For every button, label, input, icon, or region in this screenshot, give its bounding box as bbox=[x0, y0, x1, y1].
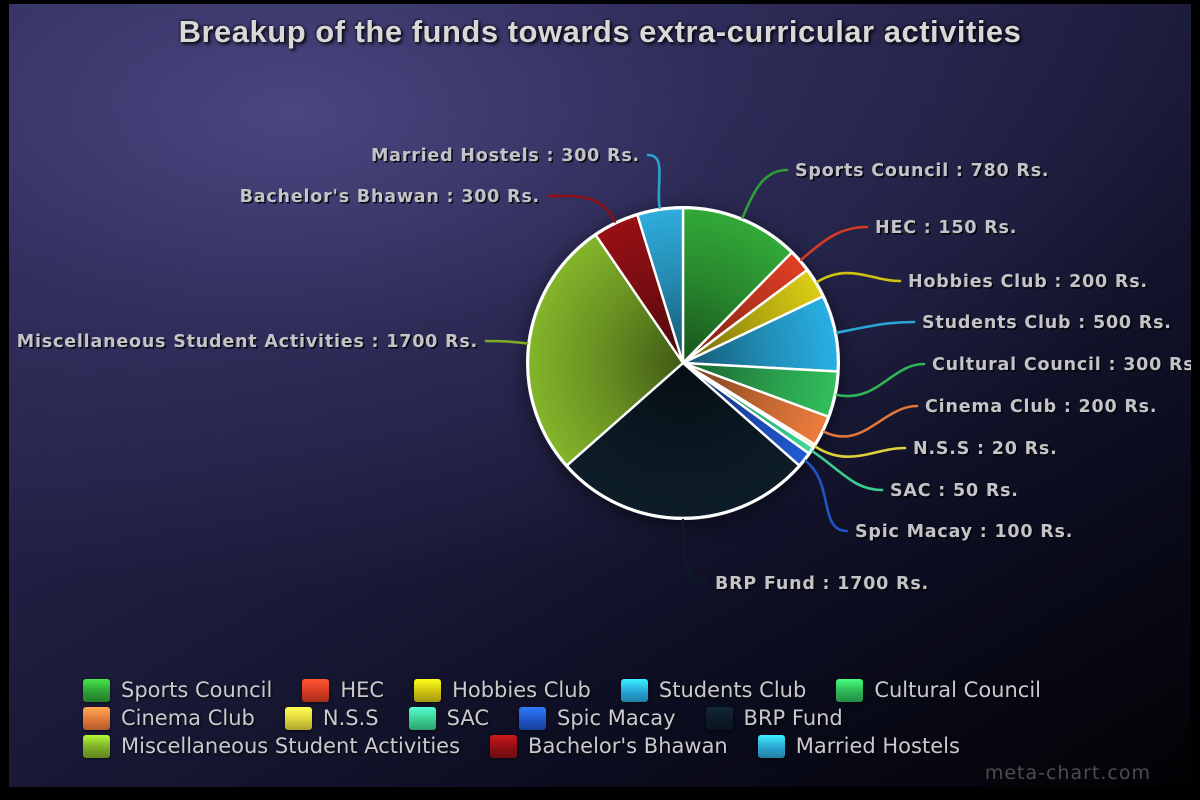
legend-label-students-club: Students Club bbox=[658, 678, 807, 702]
pie-slices-group bbox=[526, 206, 840, 520]
legend-item-hobbies-club: Hobbies Club bbox=[414, 678, 591, 702]
legend-swatch-cinema-club bbox=[83, 706, 110, 730]
watermark: meta-chart.com bbox=[984, 762, 1151, 784]
legend-swatch-hobbies-club bbox=[414, 678, 442, 702]
callout-label-cultural-council: Cultural Council : 300 Rs. bbox=[932, 355, 1191, 375]
legend-row-2: Cinema Club N.S.S SAC Spic Macay BRP Fund bbox=[83, 704, 1151, 732]
legend-label-brp-fund: BRP Fund bbox=[743, 706, 843, 730]
callout-label-hobbies-club: Hobbies Club : 200 Rs. bbox=[908, 272, 1148, 292]
legend-item-sports-council: Sports Council bbox=[83, 678, 272, 702]
callout-label-bachelor-s-bhawan: Bachelor's Bhawan : 300 Rs. bbox=[240, 187, 540, 207]
legend-item-students-club: Students Club bbox=[620, 678, 807, 702]
callout-label-shadow-cultural-council: Cultural Council : 300 Rs. bbox=[934, 357, 1192, 377]
chart-title: Breakup of the funds towards extra-curri… bbox=[178, 14, 1022, 49]
legend-swatch-cultural-council bbox=[836, 678, 864, 702]
callout-label-shadow-miscellaneous-student-activities: Miscellaneous Student Activities : 1700 … bbox=[18, 334, 479, 354]
legend-label-sac: SAC bbox=[446, 706, 489, 730]
legend: Sports Council HEC Hobbies Club Students Cl… bbox=[83, 676, 1151, 760]
leader-line-miscellaneous-student-activities bbox=[484, 339, 529, 345]
callout-label-brp-fund: BRP Fund : 1700 Rs. bbox=[715, 574, 929, 594]
legend-label-cultural-council: Cultural Council bbox=[874, 678, 1042, 702]
leader-line-n-s-s bbox=[814, 445, 907, 458]
leader-line-students-club bbox=[835, 320, 916, 334]
callout-label-spic-macay: Spic Macay : 100 Rs. bbox=[855, 522, 1073, 542]
callout-label-students-club: Students Club : 500 Rs. bbox=[922, 313, 1172, 333]
callout-label-sac: SAC : 50 Rs. bbox=[890, 481, 1019, 501]
legend-label-miscellaneous-student-activities: Miscellaneous Student Activities bbox=[121, 734, 461, 758]
legend-label-n-s-s: N.S.S bbox=[322, 706, 379, 730]
callout-label-shadow-students-club: Students Club : 500 Rs. bbox=[924, 315, 1174, 335]
leader-line-sports-council bbox=[741, 168, 789, 220]
legend-item-spic-macay: Spic Macay bbox=[519, 706, 676, 730]
legend-item-hec: HEC bbox=[302, 678, 384, 702]
legend-swatch-students-club bbox=[620, 678, 648, 702]
legend-swatch-married-hostels bbox=[757, 734, 785, 758]
callout-label-shadow-n-s-s: N.S.S : 20 Rs. bbox=[915, 441, 1060, 461]
leader-lines-group bbox=[484, 153, 926, 585]
leader-line-brp-fund bbox=[681, 518, 709, 585]
legend-item-cultural-council: Cultural Council bbox=[836, 678, 1041, 702]
legend-swatch-miscellaneous-student-activities bbox=[83, 734, 110, 758]
legend-item-miscellaneous-student-activities: Miscellaneous Student Activities bbox=[83, 734, 460, 758]
callout-label-cinema-club: Cinema Club : 200 Rs. bbox=[925, 397, 1157, 417]
legend-swatch-sac bbox=[408, 706, 436, 730]
legend-swatch-sports-council bbox=[83, 678, 110, 702]
legend-row-1: Sports Council HEC Hobbies Club Students Cl… bbox=[83, 676, 1151, 704]
legend-item-brp-fund: BRP Fund bbox=[705, 706, 843, 730]
callout-label-shadow-sports-council: Sports Council : 780 Rs. bbox=[797, 163, 1051, 183]
legend-item-cinema-club: Cinema Club bbox=[83, 706, 255, 730]
pie-chart: Sports Council : 780 Rs.Sports Council :… bbox=[17, 146, 1191, 596]
legend-label-sports-council: Sports Council bbox=[121, 678, 273, 702]
callout-label-shadow-spic-macay: Spic Macay : 100 Rs. bbox=[857, 524, 1075, 544]
callout-label-shadow-hobbies-club: Hobbies Club : 200 Rs. bbox=[910, 274, 1150, 294]
callout-label-miscellaneous-student-activities: Miscellaneous Student Activities : 1700 … bbox=[17, 332, 478, 352]
legend-row-3: Miscellaneous Student Activities Bachelor… bbox=[83, 732, 1151, 760]
legend-swatch-spic-macay bbox=[519, 706, 546, 730]
legend-label-bachelor-s-bhawan: Bachelor's Bhawan bbox=[528, 734, 728, 758]
chart-canvas: Breakup of the funds towards extra-curri… bbox=[9, 4, 1191, 787]
callout-label-shadow-hec: HEC : 150 Rs. bbox=[877, 220, 1019, 240]
legend-swatch-brp-fund bbox=[705, 706, 733, 730]
leader-line-spic-macay bbox=[804, 459, 849, 533]
callout-label-shadow-sac: SAC : 50 Rs. bbox=[892, 483, 1021, 503]
callout-label-shadow-cinema-club: Cinema Club : 200 Rs. bbox=[927, 399, 1159, 419]
callout-label-married-hostels: Married Hostels : 300 Rs. bbox=[371, 146, 640, 166]
leader-line-bachelor-s-bhawan bbox=[546, 194, 617, 223]
legend-swatch-bachelor-s-bhawan bbox=[490, 734, 518, 758]
legend-item-sac: SAC bbox=[408, 706, 489, 730]
callout-label-sports-council: Sports Council : 780 Rs. bbox=[795, 161, 1049, 181]
leader-line-cinema-club bbox=[822, 404, 919, 438]
legend-label-hobbies-club: Hobbies Club bbox=[452, 678, 591, 702]
leader-line-cultural-council bbox=[835, 362, 926, 398]
pie-outline bbox=[526, 206, 840, 520]
leader-line-hobbies-club bbox=[816, 271, 902, 284]
legend-label-cinema-club: Cinema Club bbox=[121, 706, 255, 730]
callout-label-n-s-s: N.S.S : 20 Rs. bbox=[913, 439, 1058, 459]
leader-line-hec bbox=[799, 225, 869, 262]
legend-swatch-n-s-s bbox=[284, 706, 312, 730]
legend-label-spic-macay: Spic Macay bbox=[557, 706, 676, 730]
callout-labels-group: Sports Council : 780 Rs.Sports Council :… bbox=[17, 146, 1191, 596]
legend-label-married-hostels: Married Hostels bbox=[795, 734, 960, 758]
legend-item-n-s-s: N.S.S bbox=[284, 706, 379, 730]
legend-item-bachelor-s-bhawan: Bachelor's Bhawan bbox=[490, 734, 728, 758]
leader-line-sac bbox=[811, 450, 884, 492]
legend-item-married-hostels: Married Hostels bbox=[757, 734, 960, 758]
callout-label-shadow-brp-fund: BRP Fund : 1700 Rs. bbox=[717, 576, 931, 596]
callout-label-hec: HEC : 150 Rs. bbox=[875, 218, 1017, 238]
legend-label-hec: HEC bbox=[340, 678, 385, 702]
leader-line-married-hostels bbox=[646, 153, 661, 210]
legend-swatch-hec bbox=[302, 678, 330, 702]
callout-label-shadow-married-hostels: Married Hostels : 300 Rs. bbox=[372, 148, 641, 168]
callout-label-shadow-bachelor-s-bhawan: Bachelor's Bhawan : 300 Rs. bbox=[241, 189, 541, 209]
